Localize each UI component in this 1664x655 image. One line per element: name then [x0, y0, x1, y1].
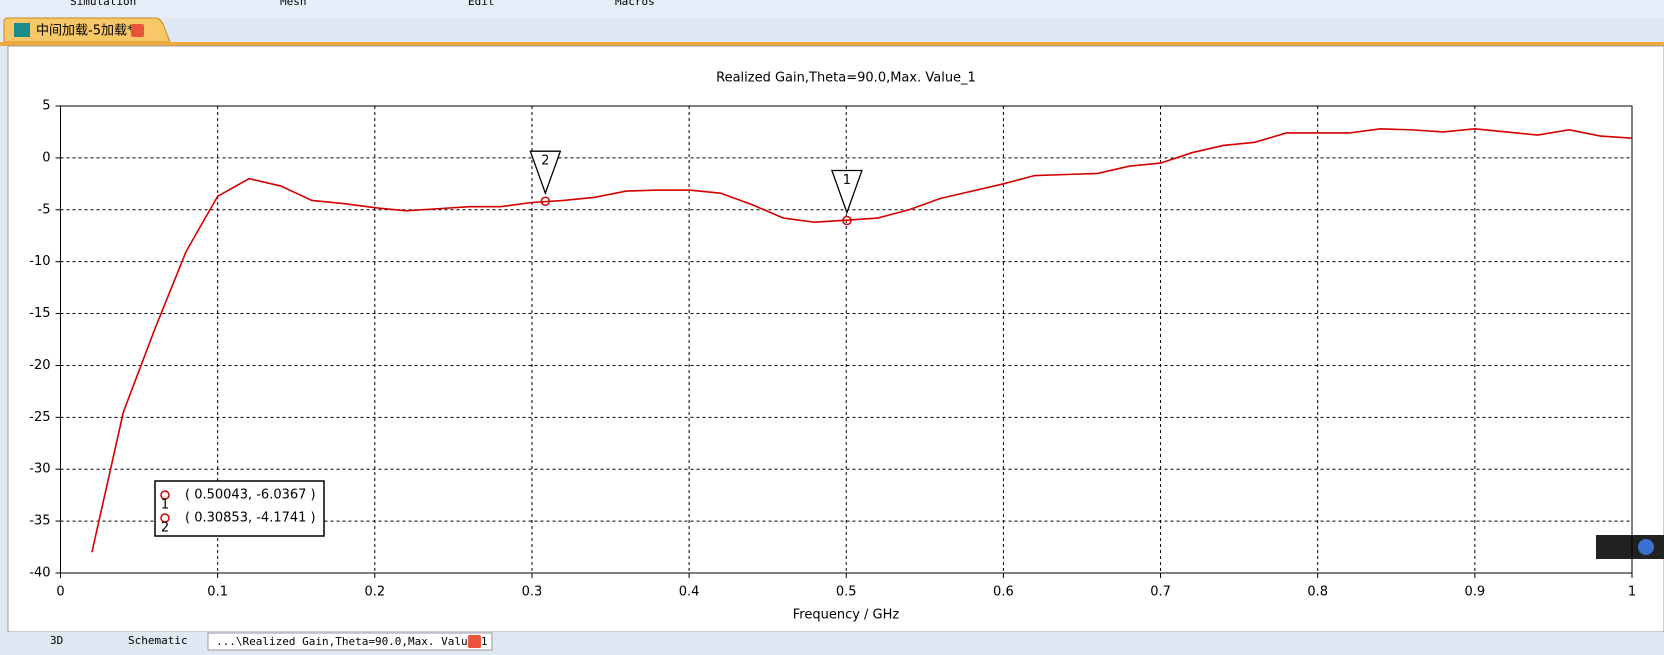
y-tick-label: 0 — [42, 150, 50, 165]
x-tick-label: 0.4 — [679, 585, 700, 600]
help-icon[interactable] — [1638, 539, 1654, 555]
marker-label: 2 — [541, 154, 549, 169]
bottom-tab[interactable]: ...\Realized Gain,Theta=90.0,Max. Value_… — [216, 635, 488, 648]
x-tick-label: 0.9 — [1465, 585, 1486, 600]
y-tick-label: -15 — [29, 306, 50, 321]
x-axis-label: Frequency / GHz — [793, 608, 900, 623]
marker-flag — [529, 150, 562, 196]
legend-number: 2 — [161, 521, 169, 536]
legend-symbol — [160, 490, 170, 500]
ribbon — [0, 0, 1664, 18]
tab-title[interactable]: 中间加载-5加载* — [36, 24, 134, 39]
marker-flag — [831, 169, 863, 215]
x-tick-label: 0.7 — [1150, 585, 1171, 600]
x-tick-label: 0.2 — [364, 585, 385, 600]
legend-text: ( 0.30853, -4.1741 ) — [185, 511, 316, 526]
active-bottom-tab[interactable] — [207, 632, 493, 651]
x-tick-label: 1 — [1628, 585, 1636, 600]
menu-item[interactable]: Edit — [468, 0, 495, 8]
close-button[interactable] — [468, 635, 481, 648]
x-tick-label: 0.3 — [522, 585, 543, 600]
x-tick-label: 0.1 — [207, 585, 228, 600]
menu-item[interactable]: Macros — [615, 0, 655, 8]
y-tick-label: -30 — [29, 462, 50, 477]
x-tick-label: 0.8 — [1307, 585, 1328, 600]
marker-point — [842, 215, 852, 226]
x-tick-label: 0 — [56, 585, 64, 600]
document-tab[interactable] — [3, 17, 171, 43]
data-line — [91, 128, 1633, 553]
bottom-tab[interactable]: Schematic — [128, 634, 188, 647]
legend-text: ( 0.50043, -6.0367 ) — [185, 488, 316, 503]
y-tick-label: -10 — [29, 254, 50, 269]
marker-point — [540, 196, 551, 206]
marker-legend — [154, 480, 325, 537]
tab-icon — [14, 23, 30, 37]
tab-strip — [0, 42, 1664, 46]
y-tick-label: -35 — [29, 514, 50, 529]
close-button[interactable] — [131, 24, 144, 37]
x-tick-label: 0.6 — [993, 585, 1014, 600]
x-tick-label: 0.5 — [836, 585, 857, 600]
marker-label: 1 — [843, 173, 851, 188]
chart-title: Realized Gain,Theta=90.0,Max. Value_1 — [716, 71, 976, 86]
bottom-tab[interactable]: 3D — [50, 634, 63, 647]
plot: 0 0.1 0.2 0.3 0.4 0.5 0.6 0.7 0.8 0.9 1 5 0 -5 -10 -15 -… — [29, 99, 1636, 600]
menu-item[interactable]: Simulation — [70, 0, 136, 8]
menu-item[interactable]: Mesh — [280, 0, 307, 8]
plot-panel — [7, 45, 1664, 633]
y-tick-label: -5 — [38, 202, 51, 217]
y-tick-label: -25 — [29, 410, 50, 425]
y-tick-label: -20 — [29, 358, 50, 373]
y-tick-label: -40 — [29, 566, 50, 581]
legend-number: 1 — [161, 498, 169, 513]
y-tick-label: 5 — [42, 99, 50, 114]
legend-symbol — [160, 513, 170, 523]
